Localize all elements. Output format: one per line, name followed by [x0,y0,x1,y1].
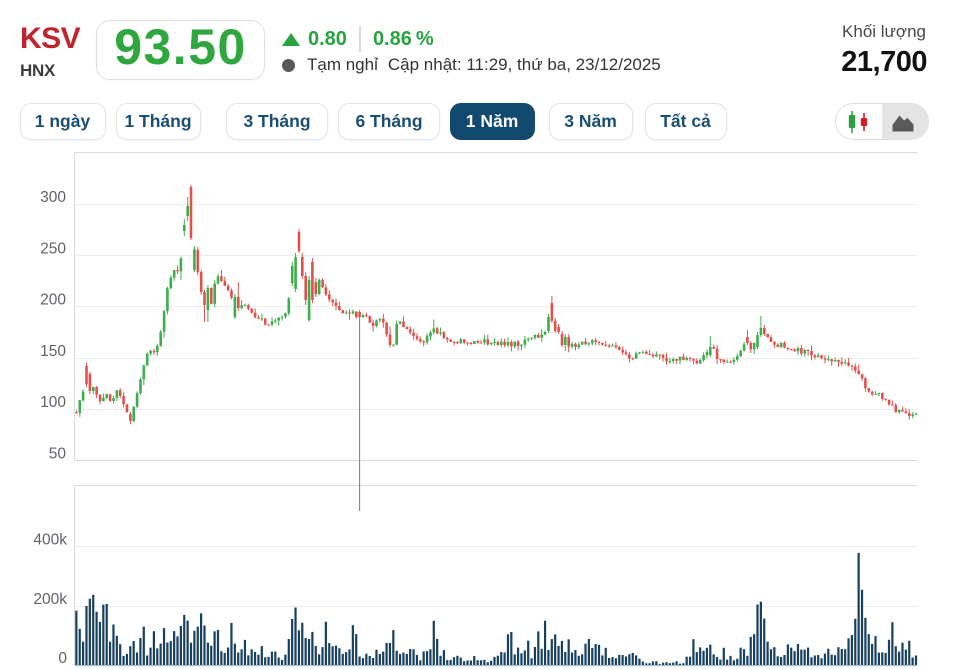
svg-text:200k: 200k [33,591,67,608]
svg-text:400k: 400k [33,532,67,549]
svg-text:150: 150 [40,343,66,360]
svg-text:50: 50 [49,446,67,463]
svg-text:200: 200 [40,292,66,309]
svg-text:100: 100 [40,394,66,411]
svg-text:300: 300 [40,189,66,206]
svg-text:0: 0 [58,650,67,667]
svg-text:250: 250 [40,240,66,257]
